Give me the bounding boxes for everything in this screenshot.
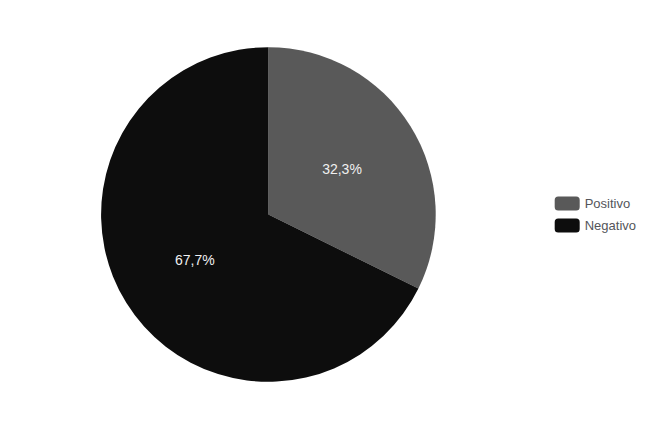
svg-text:Positivo: Positivo (585, 196, 631, 211)
svg-text:67,7%: 67,7% (175, 252, 215, 268)
svg-text:32,3%: 32,3% (322, 161, 362, 177)
svg-text:Negativo: Negativo (585, 218, 636, 233)
